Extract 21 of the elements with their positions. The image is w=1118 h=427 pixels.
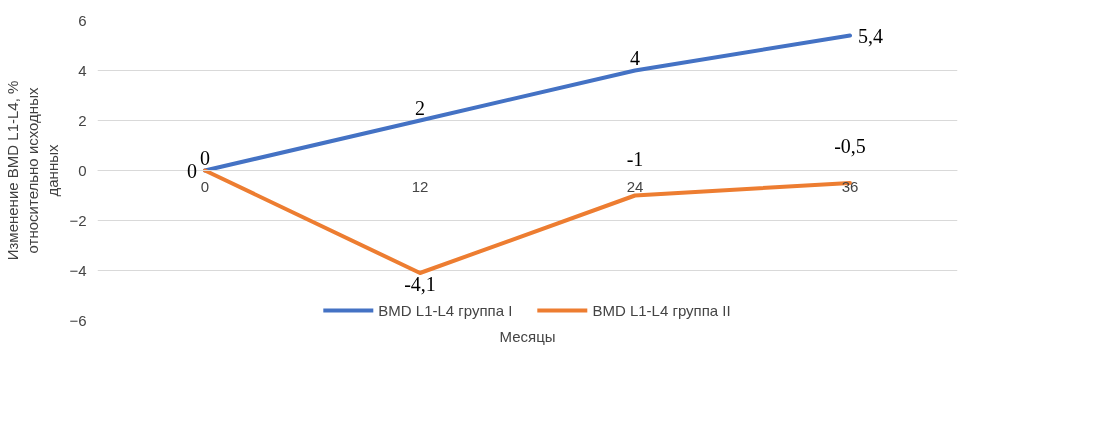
x-tick-label: 24 bbox=[626, 177, 644, 195]
data-label: -1 bbox=[626, 147, 644, 170]
y-axis-title: Изменение BMD L1-L4, % относительно исходных данных bbox=[3, 80, 62, 261]
y-tick-label: 0 bbox=[78, 161, 87, 179]
x-tick-label: 12 bbox=[411, 177, 429, 195]
y-tick-label: 6 bbox=[78, 11, 87, 29]
legend-label: BMD L1-L4 группа I bbox=[378, 301, 513, 319]
data-label: 2 bbox=[415, 96, 425, 119]
y-tick-label: 2 bbox=[78, 111, 87, 129]
y-tick-label: 4 bbox=[78, 61, 87, 79]
y-tick-label: −4 bbox=[69, 261, 87, 279]
data-label: 4 bbox=[630, 46, 640, 69]
x-axis-title: Месяцы bbox=[499, 327, 556, 345]
data-label: -4,1 bbox=[404, 273, 436, 295]
y-tick-label: −6 bbox=[69, 311, 87, 329]
x-tick-label: 0 bbox=[200, 177, 210, 195]
data-label: -0,5 bbox=[834, 135, 866, 157]
data-label: 5,4 bbox=[858, 24, 883, 47]
y-tick-label: −2 bbox=[69, 211, 87, 229]
data-label: 0 bbox=[200, 146, 210, 169]
legend-label: BMD L1-L4 группа II bbox=[592, 301, 731, 319]
